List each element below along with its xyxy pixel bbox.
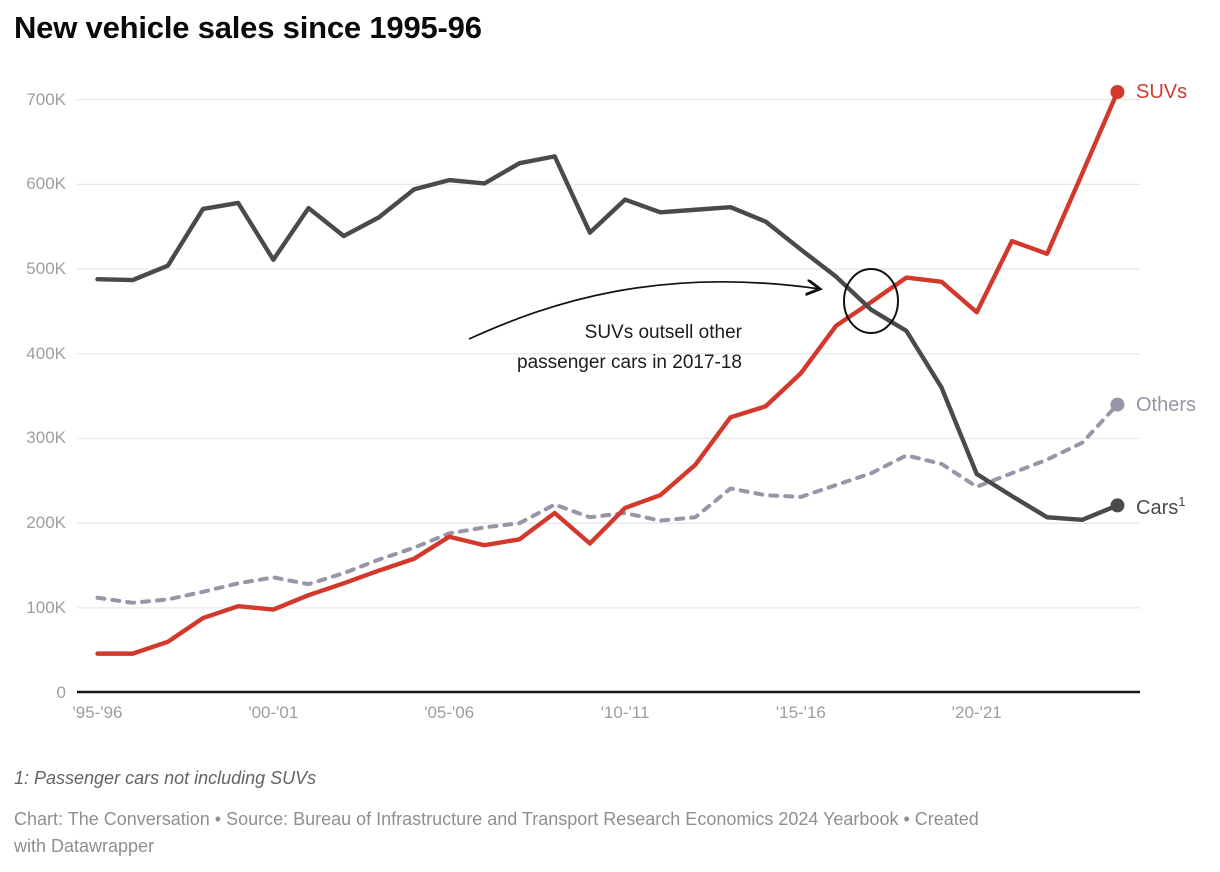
chart-footnote: 1: Passenger cars not including SUVs	[14, 768, 317, 788]
annotation-line-2: passenger cars in 2017-18	[517, 352, 742, 373]
x-tick-label-10: '05-'06	[424, 703, 475, 722]
x-tick-label-5: '00-'01	[248, 703, 299, 722]
credit-line: Chart: The Conversation • Source: Bureau…	[14, 806, 1194, 860]
series-end-dot-others	[1110, 397, 1125, 412]
annotation-arrow	[468, 282, 820, 340]
series-end-label-suvs: SUVs	[1136, 81, 1188, 103]
credit-text-1: Chart: The Conversation • Source: Bureau…	[14, 809, 979, 829]
y-tick-label-700K: 700K	[26, 89, 66, 109]
y-tick-label-500K: 500K	[26, 259, 66, 279]
series-end-label-cars: Cars1	[1136, 494, 1186, 520]
y-tick-label-100K: 100K	[26, 597, 66, 617]
series-line-others	[95, 402, 1120, 605]
credit-text-2: with Datawrapper	[14, 836, 155, 856]
x-tick-label-25: '20-'21	[951, 703, 1002, 722]
x-tick-label-15: '10-'11	[600, 703, 650, 722]
series-end-dot-suvs	[1110, 85, 1125, 100]
footnote-marker: 1	[1178, 494, 1186, 510]
series-line-suvs	[95, 89, 1120, 656]
x-tick-label-0: '95-'96	[72, 703, 123, 722]
series-end-dot-cars	[1110, 498, 1125, 513]
annotation-line-1: SUVs outsell other	[584, 322, 742, 343]
annotation-circle	[843, 268, 899, 334]
series-end-label-others: Others	[1136, 393, 1197, 416]
y-tick-label-0: 0	[56, 682, 66, 702]
y-tick-label-600K: 600K	[26, 174, 66, 194]
y-tick-label-300K: 300K	[26, 428, 66, 448]
x-tick-label-20: '15-'16	[775, 703, 826, 722]
y-tick-label-200K: 200K	[26, 513, 66, 533]
page-title: New vehicle sales since 1995-96	[14, 10, 482, 45]
annotation-text: SUVs outsell other passenger cars in 201…	[517, 318, 742, 378]
y-tick-label-400K: 400K	[26, 343, 66, 363]
series-line-cars	[95, 154, 1120, 522]
